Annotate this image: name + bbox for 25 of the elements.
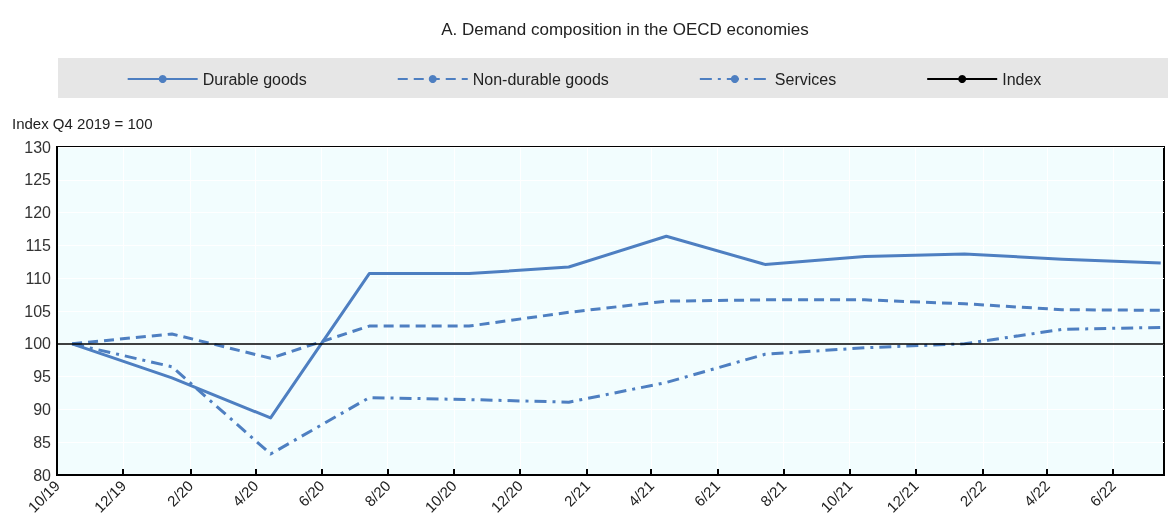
y-tick-label: 115 [25, 236, 52, 254]
x-tick-label: 4/20 [228, 476, 262, 510]
y-tick-label: 125 [24, 171, 52, 189]
y-tick-label: 120 [24, 204, 52, 222]
x-tick-label: 6/22 [1086, 476, 1120, 510]
x-tick-label: 4/22 [1020, 476, 1053, 510]
chart-title: A. Demand composition in the OECD economies [441, 20, 809, 39]
y-tick-label: 130 [24, 138, 52, 156]
x-tick-label: 8/20 [361, 476, 394, 510]
legend-label: Services [774, 70, 837, 88]
x-tick-label: 6/20 [294, 476, 328, 510]
y-axis-title: Index Q4 2019 = 100 [12, 115, 153, 132]
y-tick-label: 85 [33, 433, 52, 451]
x-tick-label: 6/21 [690, 476, 724, 510]
legend-label: Non-durable goods [472, 70, 609, 88]
y-tick-label: 95 [33, 368, 52, 386]
legend-label: Durable goods [202, 70, 307, 88]
x-tick-label: 4/21 [624, 476, 658, 510]
y-tick-label: 90 [33, 400, 52, 418]
legend-label: Index [1002, 70, 1042, 88]
x-tick-label: 2/21 [560, 476, 594, 510]
y-tick-label: 110 [25, 269, 52, 287]
y-tick-label: 100 [24, 335, 52, 353]
y-tick-label: 105 [24, 302, 52, 320]
x-tick-label: 8/21 [756, 476, 790, 510]
